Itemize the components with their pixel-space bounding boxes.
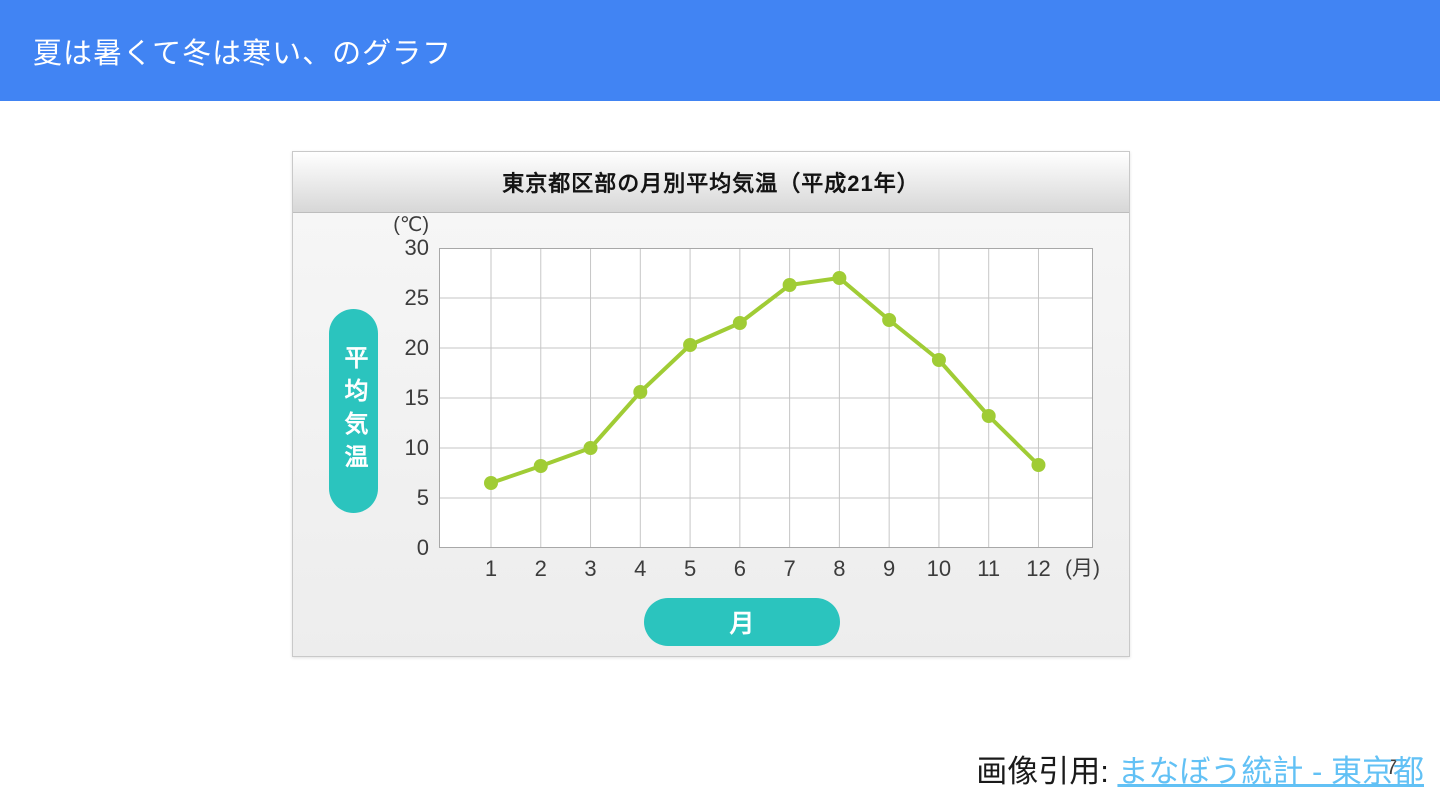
chart-point-month-4 [633,385,648,399]
x-tick-label: 3 [584,556,597,581]
y-axis-label: 平均気温 [340,345,367,477]
chart-point-month-1 [484,476,498,490]
x-tick-label: 10 [926,556,952,581]
page-number: 7 [1386,756,1398,779]
y-tick-label: 5 [416,485,429,510]
chart-point-month-9 [882,313,897,327]
chart-point-month-7 [782,278,797,292]
y-axis-label-pill: 平均気温 [329,309,378,513]
x-tick-label: 9 [883,556,896,581]
chart-point-month-11 [981,409,996,423]
chart-point-month-12 [1031,458,1046,472]
y-tick-label: 10 [404,435,429,460]
x-axis-label-pill: 月 [644,598,840,646]
chart-title: 東京都区部の月別平均気温（平成21年） [502,171,920,196]
y-tick-label: 20 [404,335,429,360]
x-tick-label: 1 [484,556,498,581]
chart-point-month-2 [533,459,548,473]
chart-point-month-3 [583,441,598,455]
slide-title: 夏は暑くて冬は寒い、のグラフ [33,37,453,70]
x-axis-label: 月 [729,610,755,638]
x-tick-label: 7 [783,556,796,581]
x-tick-label: 5 [683,556,697,581]
x-tick-label: 12 [1026,556,1051,581]
x-tick-label: 4 [634,556,647,581]
citation-link[interactable]: まなぼう統計 - 東京都 [1117,754,1424,789]
y-tick-label: 30 [404,235,429,260]
slide-title-bar: 夏は暑くて冬は寒い、のグラフ [0,0,1440,101]
y-tick-label: 0 [416,535,429,560]
chart-card: 東京都区部の月別平均気温（平成21年） (℃) 平均気温 0 5 10 15 20 25 3… [292,151,1130,657]
x-axis-unit-label: (月) [1064,557,1100,580]
y-tick-label: 25 [404,285,429,310]
x-tick-label: 11 [977,556,1001,581]
chart-point-month-5 [683,338,698,352]
chart-point-month-6 [732,316,747,330]
citation: 画像引用: まなぼう統計 - 東京都 [976,746,1424,791]
x-tick-label: 6 [733,556,746,581]
y-axis-unit-label: (℃) [393,214,429,236]
y-tick-label: 15 [404,385,429,410]
x-tick-label: 8 [833,556,846,581]
chart-point-month-8 [832,271,847,285]
x-tick-label: 2 [534,556,547,581]
citation-prefix: 画像引用: [976,754,1118,789]
chart-title-bar: 東京都区部の月別平均気温（平成21年） [293,152,1129,213]
plot-area [439,248,1093,548]
chart-line [489,276,1041,485]
line-chart [439,248,1093,548]
chart-point-month-10 [931,353,946,367]
